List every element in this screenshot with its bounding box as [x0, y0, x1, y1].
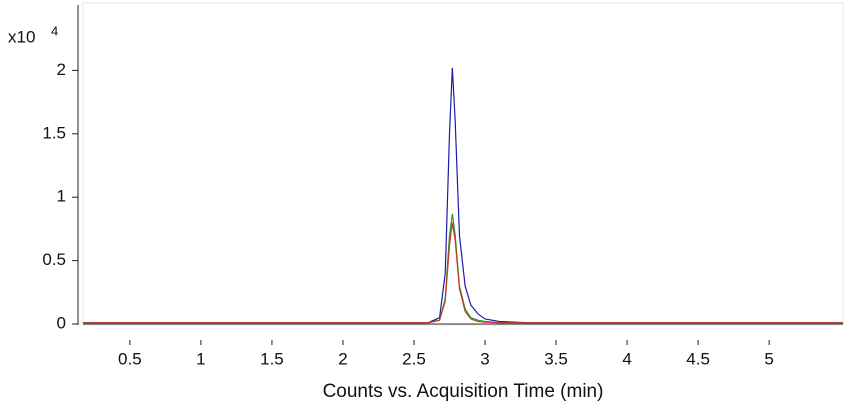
x-tick-label: 1 — [196, 349, 205, 368]
x-tick-label: 1.5 — [260, 349, 284, 368]
x-tick-label: 0.5 — [118, 349, 142, 368]
x-tick-label: 2 — [338, 349, 347, 368]
y-tick-label: 0.5 — [42, 250, 66, 269]
y-multiplier-exponent: 4 — [51, 23, 58, 38]
x-tick-label: 3.5 — [544, 349, 568, 368]
plot-frame — [82, 2, 844, 326]
x-axis-title: Counts vs. Acquisition Time (min) — [323, 381, 604, 402]
trace-line — [83, 67, 843, 324]
x-tick-label: 4 — [622, 349, 631, 368]
y-multiplier-base: x10 — [8, 27, 35, 46]
x-tick-label: 3 — [480, 349, 489, 368]
y-tick-label: 0 — [57, 313, 66, 332]
x-tick-label: 2.5 — [402, 349, 426, 368]
y-tick-label: 1.5 — [42, 123, 66, 142]
y-tick-label: 2 — [57, 60, 66, 79]
x-tick-label: 4.5 — [686, 349, 710, 368]
trace-line — [83, 222, 843, 324]
x-tick-label: 5 — [764, 349, 773, 368]
y-tick-label: 1 — [57, 187, 66, 206]
